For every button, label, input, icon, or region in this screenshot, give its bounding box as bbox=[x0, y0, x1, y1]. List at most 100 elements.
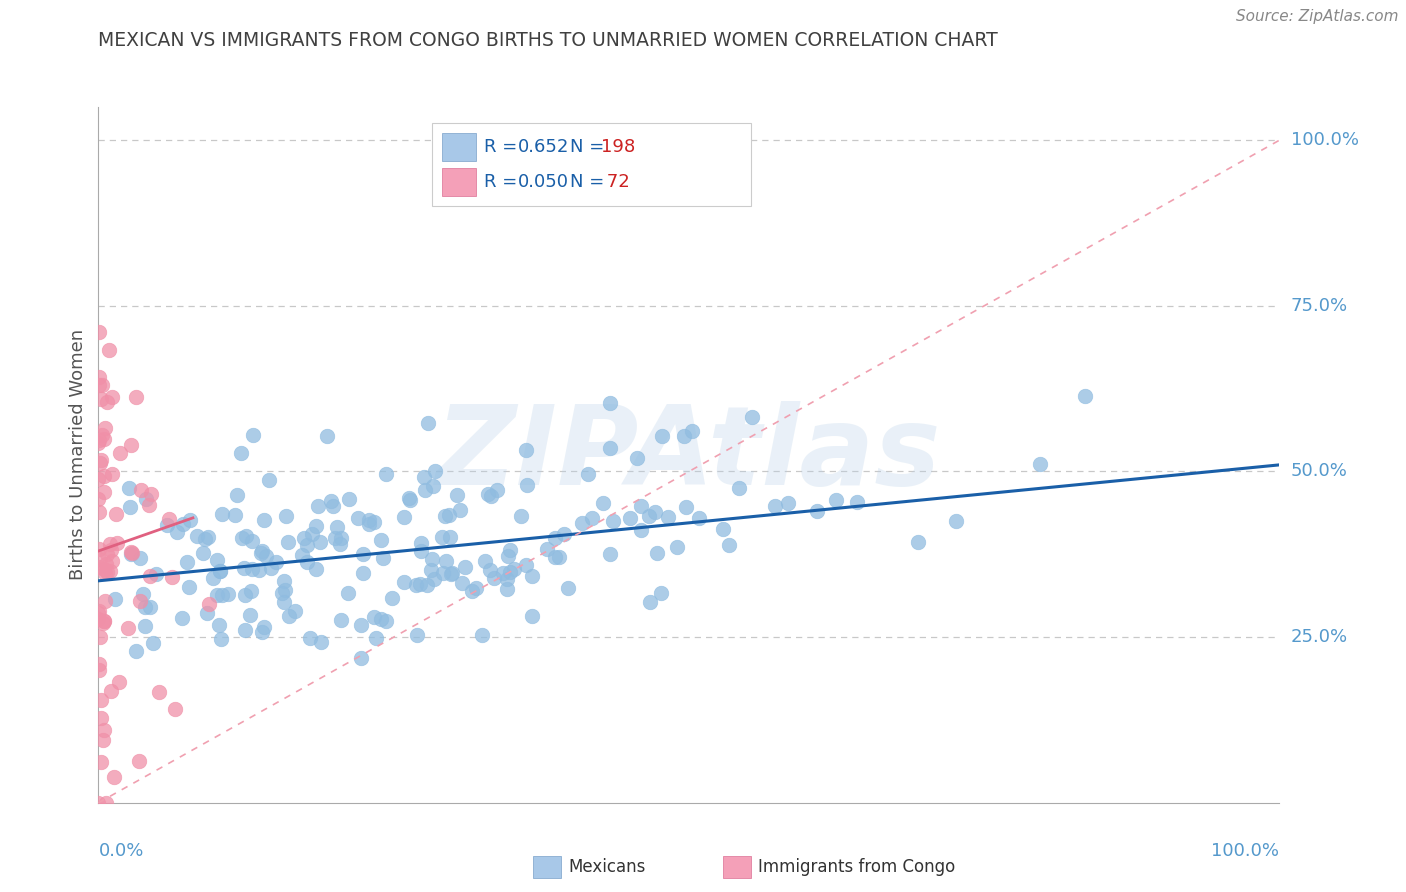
Point bbox=[93, 432, 115, 446]
Point bbox=[370, 612, 392, 626]
Point bbox=[415, 578, 437, 592]
Point bbox=[657, 510, 679, 524]
Point bbox=[170, 611, 193, 625]
Point bbox=[87, 436, 110, 450]
Point bbox=[132, 587, 155, 601]
Text: ZIPAtlas: ZIPAtlas bbox=[436, 401, 942, 508]
Point bbox=[91, 615, 114, 630]
Text: 72: 72 bbox=[600, 173, 630, 191]
Point bbox=[103, 770, 125, 784]
Point bbox=[96, 565, 118, 579]
Point bbox=[305, 519, 328, 533]
Point bbox=[89, 433, 111, 447]
Point bbox=[224, 508, 246, 522]
Point bbox=[250, 544, 273, 558]
Point bbox=[688, 510, 710, 524]
Point bbox=[718, 538, 741, 552]
Point bbox=[242, 428, 264, 442]
Point bbox=[211, 588, 233, 602]
Point bbox=[87, 663, 110, 677]
Point bbox=[357, 513, 380, 527]
Point bbox=[408, 577, 430, 591]
Point bbox=[1074, 389, 1097, 403]
Point bbox=[211, 507, 233, 521]
Point bbox=[430, 530, 453, 544]
Text: N =: N = bbox=[569, 173, 610, 191]
Point bbox=[672, 429, 695, 443]
Point bbox=[90, 377, 112, 392]
Point bbox=[87, 612, 110, 626]
Point bbox=[125, 644, 148, 658]
Point bbox=[273, 574, 295, 588]
Point bbox=[630, 500, 652, 514]
Point bbox=[197, 598, 219, 612]
Point bbox=[148, 685, 170, 699]
Point bbox=[233, 623, 256, 637]
Point bbox=[98, 536, 121, 550]
Point bbox=[186, 529, 208, 543]
Point bbox=[260, 560, 283, 574]
Point bbox=[297, 555, 319, 569]
Point bbox=[337, 491, 360, 506]
Point bbox=[557, 582, 579, 596]
Point bbox=[520, 569, 543, 583]
Point bbox=[323, 531, 346, 545]
Point bbox=[93, 485, 115, 500]
Point bbox=[94, 594, 117, 608]
Point bbox=[305, 561, 328, 575]
Point bbox=[295, 538, 318, 552]
Point bbox=[291, 548, 314, 562]
Point bbox=[375, 614, 398, 628]
Point bbox=[134, 599, 156, 614]
Point bbox=[277, 535, 299, 549]
Point bbox=[205, 553, 228, 567]
Point bbox=[117, 621, 139, 635]
Point bbox=[406, 627, 429, 641]
Point bbox=[581, 511, 603, 525]
Point bbox=[235, 529, 257, 543]
Point bbox=[101, 554, 124, 568]
Point bbox=[176, 555, 198, 569]
Point bbox=[264, 555, 287, 569]
Point bbox=[274, 582, 297, 597]
Point bbox=[439, 530, 461, 544]
Point bbox=[103, 591, 125, 606]
Point bbox=[474, 554, 496, 568]
Point bbox=[118, 500, 141, 515]
Point bbox=[233, 561, 256, 575]
Point bbox=[352, 547, 374, 561]
Point bbox=[87, 505, 110, 519]
Point bbox=[413, 483, 436, 497]
Point bbox=[619, 510, 641, 524]
Point bbox=[374, 467, 396, 482]
Point bbox=[337, 585, 360, 599]
Point bbox=[548, 550, 571, 565]
Point bbox=[93, 561, 115, 575]
Point bbox=[454, 560, 477, 574]
Text: 75.0%: 75.0% bbox=[1291, 297, 1348, 315]
Point bbox=[128, 550, 150, 565]
Point bbox=[250, 546, 273, 560]
Point bbox=[93, 469, 115, 483]
Point bbox=[425, 464, 447, 478]
Point bbox=[437, 508, 460, 523]
Point bbox=[630, 524, 652, 538]
Point bbox=[104, 507, 127, 521]
Point bbox=[626, 450, 648, 465]
Text: 25.0%: 25.0% bbox=[1291, 628, 1348, 646]
Point bbox=[179, 513, 201, 527]
Y-axis label: Births to Unmarried Women: Births to Unmarried Women bbox=[69, 329, 87, 581]
Point bbox=[239, 584, 262, 599]
Point bbox=[87, 796, 110, 810]
Point bbox=[101, 390, 124, 404]
Point bbox=[197, 606, 219, 620]
Point bbox=[87, 606, 110, 620]
Point bbox=[276, 509, 298, 524]
Point bbox=[91, 733, 114, 747]
Point bbox=[208, 617, 231, 632]
Point bbox=[419, 563, 441, 577]
Point bbox=[139, 599, 162, 614]
Point bbox=[420, 551, 443, 566]
Point bbox=[90, 392, 112, 406]
Text: 0.652: 0.652 bbox=[517, 138, 569, 156]
